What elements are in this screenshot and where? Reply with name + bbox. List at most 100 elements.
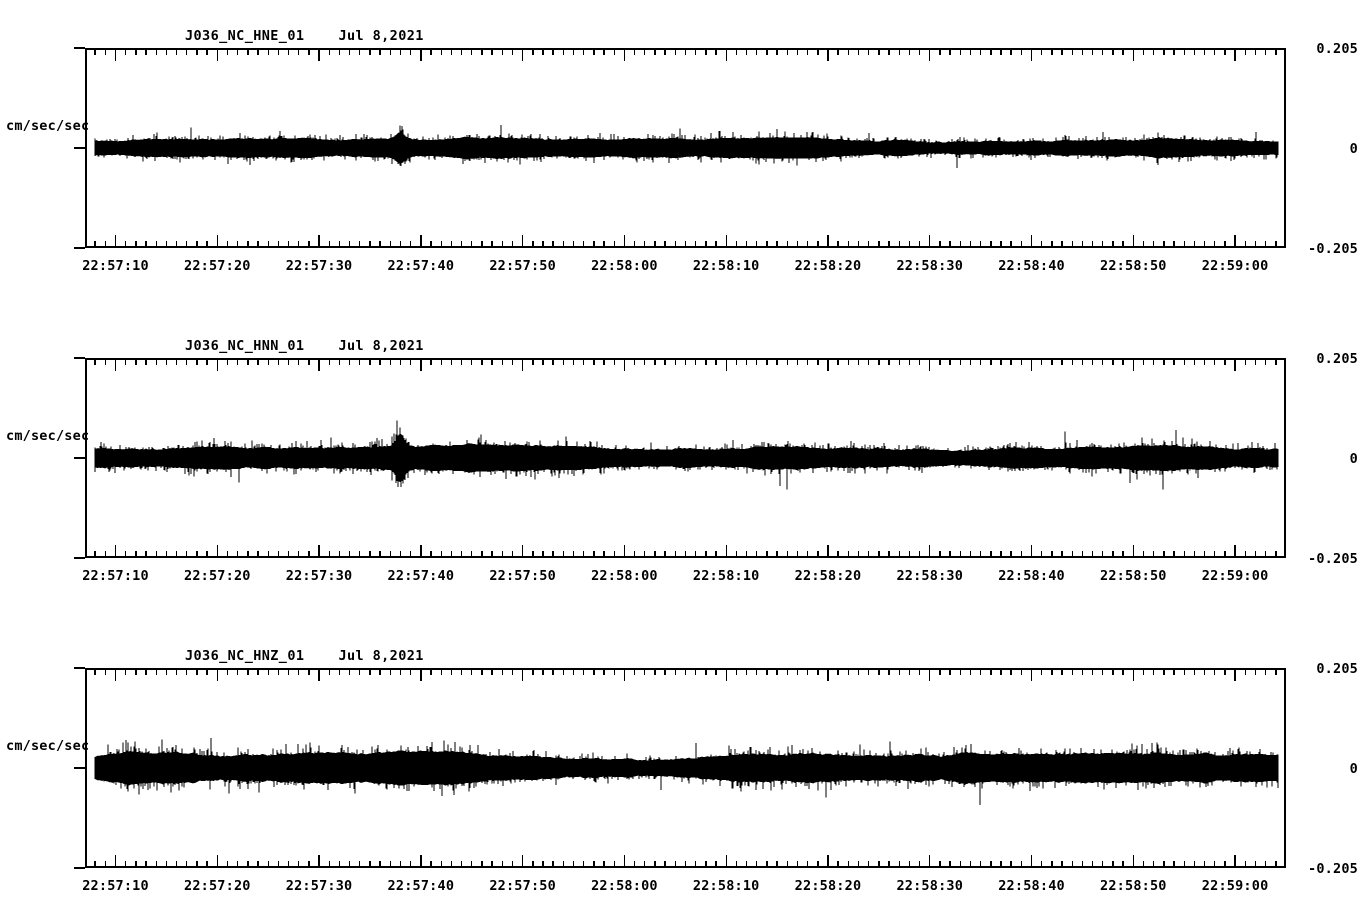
x-tick-minor [776, 48, 778, 55]
x-tick-minor [298, 668, 300, 675]
x-tick-minor [1244, 668, 1246, 675]
x-tick-minor [542, 861, 544, 868]
x-tick-minor [236, 358, 239, 365]
x-tick-minor [359, 241, 361, 248]
x-tick-minor [491, 358, 493, 365]
x-tick-minor [257, 48, 259, 55]
x-tick-minor [175, 48, 178, 55]
x-tick-minor [888, 861, 890, 868]
x-tick-minor [369, 668, 371, 675]
x-tick-minor [287, 551, 290, 558]
x-tick-minor [175, 358, 178, 365]
x-tick-minor [236, 551, 239, 558]
x-tick-minor [186, 668, 188, 675]
x-tick-minor [1081, 241, 1084, 248]
x-tick-major [1030, 545, 1033, 558]
x-tick-major [827, 235, 829, 248]
x-tick-minor [1061, 48, 1063, 55]
x-tick-minor [898, 861, 900, 868]
x-tick-major [318, 48, 320, 61]
waveform-trace-hnz [94, 738, 1279, 806]
x-tick-minor [572, 48, 575, 55]
x-tick-minor [633, 48, 636, 55]
x-tick-minor [308, 241, 310, 248]
x-tick-minor [1183, 48, 1185, 55]
x-tick-minor [460, 48, 463, 55]
x-tick-minor [1041, 358, 1043, 365]
x-tick-minor [379, 861, 381, 868]
x-tick-label: 22:57:20 [184, 568, 251, 584]
x-tick-major [623, 235, 626, 248]
x-tick-minor [898, 358, 900, 365]
x-tick-minor [186, 551, 188, 558]
x-tick-minor [1112, 358, 1114, 365]
x-tick-minor [633, 358, 636, 365]
x-tick-minor [918, 48, 921, 55]
x-tick-minor [1264, 668, 1267, 675]
x-tick-minor [1254, 668, 1257, 675]
x-tick-minor [786, 358, 788, 365]
x-tick-minor [348, 668, 351, 675]
x-tick-major [827, 855, 829, 868]
x-tick-minor [694, 861, 697, 868]
x-tick-minor [1224, 48, 1226, 55]
x-tick-minor [817, 551, 819, 558]
x-tick-minor [1163, 48, 1165, 55]
x-tick-minor [939, 241, 941, 248]
x-tick-minor [348, 551, 351, 558]
x-tick-minor [165, 48, 168, 55]
x-tick-major [827, 545, 829, 558]
x-tick-major [725, 855, 727, 868]
x-tick-minor [644, 48, 646, 55]
x-tick-minor [969, 551, 972, 558]
y-tick-mark [74, 147, 85, 149]
x-tick-minor [868, 48, 870, 55]
y-tick-label-min-hnn: -0.205 [1308, 551, 1358, 567]
x-tick-minor [247, 241, 249, 248]
x-tick-major [827, 358, 829, 371]
x-tick-minor [674, 668, 676, 675]
x-tick-minor [430, 551, 432, 558]
x-tick-minor [857, 48, 860, 55]
x-tick-minor [1163, 241, 1165, 248]
x-tick-minor [756, 861, 758, 868]
x-tick-minor [908, 668, 911, 675]
x-tick-minor [399, 551, 402, 558]
x-tick-minor [735, 551, 738, 558]
x-tick-minor [135, 668, 137, 675]
x-tick-minor [277, 861, 280, 868]
x-tick-minor [1091, 551, 1094, 558]
x-tick-minor [1061, 861, 1063, 868]
axis-spine-right [1284, 358, 1286, 558]
x-tick-minor [969, 241, 972, 248]
x-tick-label: 22:58:50 [1100, 878, 1167, 894]
x-tick-minor [1112, 861, 1114, 868]
x-tick-minor [1142, 861, 1145, 868]
x-tick-minor [440, 551, 442, 558]
x-tick-minor [1173, 48, 1175, 55]
x-tick-minor [603, 668, 605, 675]
x-tick-label: 22:58:30 [896, 878, 964, 894]
x-tick-minor [583, 241, 585, 248]
x-tick-minor [1152, 861, 1155, 868]
x-tick-minor [1183, 241, 1185, 248]
x-tick-minor [94, 48, 96, 55]
x-tick-minor [644, 241, 646, 248]
y-tick-label-max-hnz: 0.205 [1316, 661, 1358, 677]
x-tick-minor [674, 551, 676, 558]
x-tick-minor [898, 668, 900, 675]
x-tick-minor [654, 861, 656, 868]
x-tick-minor [1214, 668, 1216, 675]
x-tick-minor [817, 358, 819, 365]
x-tick-minor [593, 358, 595, 365]
x-tick-minor [125, 358, 127, 365]
x-tick-minor [735, 48, 738, 55]
x-tick-minor [613, 358, 615, 365]
x-tick-minor [674, 241, 676, 248]
x-tick-minor [756, 241, 758, 248]
x-tick-minor [1051, 668, 1053, 675]
plot-area-hnn [74, 357, 1286, 559]
x-tick-major [318, 235, 320, 248]
x-tick-major [420, 545, 422, 558]
x-tick-minor [1071, 241, 1073, 248]
